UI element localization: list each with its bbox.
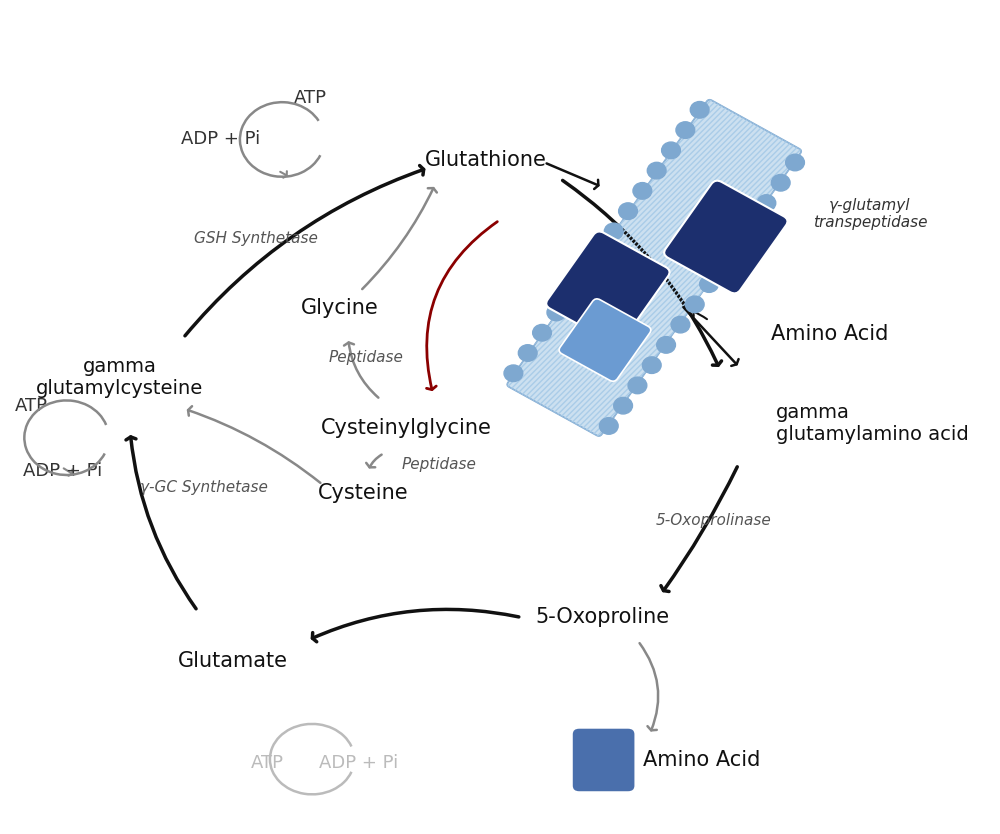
Text: Glutathione: Glutathione bbox=[425, 150, 546, 170]
Circle shape bbox=[504, 365, 523, 381]
Text: Cysteine: Cysteine bbox=[318, 483, 409, 503]
Text: GSH Synthetase: GSH Synthetase bbox=[194, 231, 318, 246]
Text: Glycine: Glycine bbox=[301, 298, 379, 318]
Circle shape bbox=[728, 235, 747, 252]
Circle shape bbox=[671, 316, 690, 333]
Circle shape bbox=[714, 255, 733, 272]
FancyBboxPatch shape bbox=[507, 100, 801, 436]
Text: ADP + Pi: ADP + Pi bbox=[181, 130, 260, 148]
Text: γ-glutamyl
transpeptidase: γ-glutamyl transpeptidase bbox=[813, 198, 927, 230]
Text: ADP + Pi: ADP + Pi bbox=[319, 754, 399, 772]
Circle shape bbox=[662, 142, 680, 158]
Text: ADP + Pi: ADP + Pi bbox=[23, 462, 103, 480]
Circle shape bbox=[518, 344, 537, 361]
Circle shape bbox=[743, 215, 761, 232]
Circle shape bbox=[786, 154, 804, 171]
Circle shape bbox=[619, 203, 637, 219]
Circle shape bbox=[599, 418, 618, 435]
FancyBboxPatch shape bbox=[572, 728, 635, 792]
Text: Glutamate: Glutamate bbox=[177, 651, 287, 671]
Text: Peptidase: Peptidase bbox=[329, 349, 404, 364]
Circle shape bbox=[685, 296, 704, 313]
Circle shape bbox=[771, 174, 790, 191]
Text: Amino Acid: Amino Acid bbox=[643, 750, 760, 770]
Circle shape bbox=[676, 122, 695, 138]
Text: γ-GC Synthetase: γ-GC Synthetase bbox=[140, 480, 268, 495]
Circle shape bbox=[628, 377, 647, 394]
Text: ATP: ATP bbox=[251, 754, 284, 772]
Circle shape bbox=[576, 264, 594, 280]
Circle shape bbox=[590, 244, 609, 260]
FancyBboxPatch shape bbox=[559, 299, 651, 381]
Circle shape bbox=[647, 163, 666, 178]
Circle shape bbox=[633, 183, 652, 199]
Circle shape bbox=[657, 337, 675, 353]
Circle shape bbox=[561, 284, 580, 300]
Text: 5-Oxoproline: 5-Oxoproline bbox=[536, 607, 670, 627]
Text: 5-Oxoprolinase: 5-Oxoprolinase bbox=[655, 513, 771, 528]
Circle shape bbox=[690, 102, 709, 118]
Text: Amino Acid: Amino Acid bbox=[771, 324, 889, 344]
FancyBboxPatch shape bbox=[664, 181, 788, 294]
Circle shape bbox=[614, 397, 632, 414]
Circle shape bbox=[533, 324, 551, 341]
Text: ATP: ATP bbox=[294, 89, 327, 107]
Circle shape bbox=[700, 276, 718, 293]
Circle shape bbox=[757, 194, 776, 211]
Text: Peptidase: Peptidase bbox=[401, 457, 476, 472]
Circle shape bbox=[604, 224, 623, 239]
Circle shape bbox=[642, 357, 661, 374]
FancyBboxPatch shape bbox=[546, 232, 670, 344]
Text: Cysteinylglycine: Cysteinylglycine bbox=[320, 418, 491, 438]
Circle shape bbox=[547, 304, 566, 321]
Text: gamma
glutamylamino acid: gamma glutamylamino acid bbox=[776, 403, 969, 445]
Text: gamma
glutamylcysteine: gamma glutamylcysteine bbox=[36, 357, 204, 398]
Text: ATP: ATP bbox=[14, 397, 47, 415]
